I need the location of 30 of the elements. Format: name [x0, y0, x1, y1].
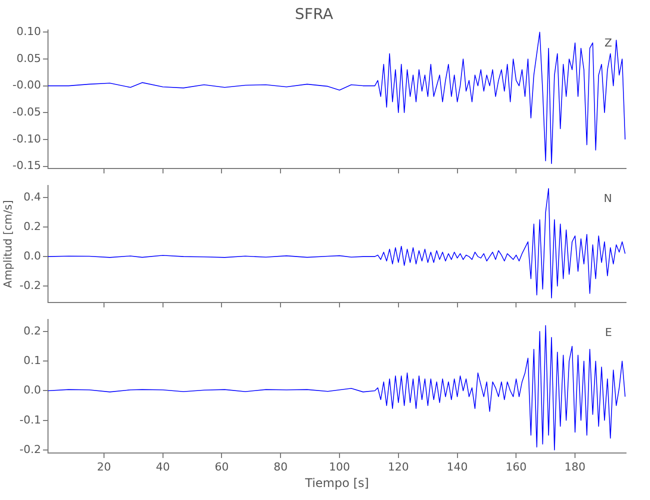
annotation: Z: [604, 36, 612, 50]
x-tick-label: 160: [506, 460, 527, 474]
x-tick-label: 180: [564, 460, 586, 474]
x-axis-title: Tiempo [s]: [304, 476, 369, 490]
y-tick-label: 0.1: [24, 354, 41, 367]
y-tick-label: -0.2: [20, 278, 41, 292]
chart-title: SFRA: [294, 4, 334, 23]
y-tick-label: -0.05: [12, 105, 41, 118]
y-tick-label: -0.15: [12, 159, 41, 172]
y-tick-label: -0.2: [20, 442, 41, 456]
y-tick-label: 0.0: [24, 384, 41, 397]
y-tick-label: 0.10: [16, 25, 41, 38]
annotation: E: [605, 326, 612, 339]
x-tick-label: 140: [446, 460, 468, 474]
y-tick-label: -0.10: [12, 132, 41, 146]
y-tick-label: 0.05: [16, 52, 41, 65]
y-axis-title: Amplitud [cm/s]: [1, 200, 14, 288]
y-tick-label: 0.2: [24, 324, 41, 338]
x-tick-label: 40: [156, 460, 170, 474]
x-tick-label: 80: [274, 460, 288, 474]
y-tick-label: 0.4: [24, 190, 41, 204]
x-tick-label: 20: [96, 460, 111, 474]
y-tick-label: -0.1: [20, 413, 41, 426]
y-tick-label: -0.00: [12, 78, 41, 92]
y-tick-label: 0.0: [24, 249, 41, 262]
x-tick-label: 120: [388, 460, 409, 474]
y-tick-label: 0.2: [24, 220, 41, 233]
annotation: N: [604, 192, 612, 205]
x-tick-label: 100: [329, 460, 350, 474]
x-tick-label: 60: [214, 460, 229, 474]
